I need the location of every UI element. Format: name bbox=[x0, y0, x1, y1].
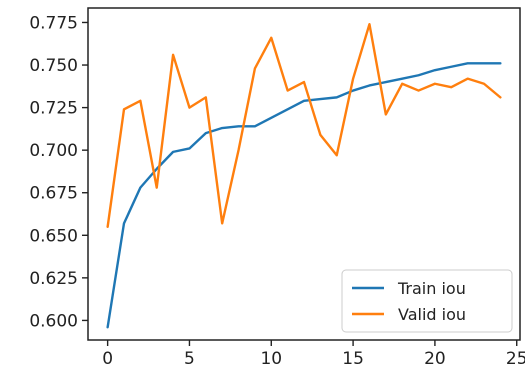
series-line-valid-iou bbox=[106, 22, 502, 228]
x-tick-label: 10 bbox=[260, 349, 282, 369]
y-tick-label: 0.675 bbox=[29, 184, 78, 204]
y-tick-label: 0.725 bbox=[29, 99, 78, 119]
x-tick-label: 25 bbox=[506, 349, 525, 369]
x-tick-label: 15 bbox=[342, 349, 364, 369]
y-tick-label: 0.625 bbox=[29, 269, 78, 289]
y-tick-label: 0.700 bbox=[29, 141, 78, 161]
legend-box bbox=[341, 269, 513, 333]
y-tick-label: 0.775 bbox=[29, 13, 78, 33]
plot-area bbox=[106, 22, 502, 329]
legend-label: Valid iou bbox=[398, 305, 466, 324]
legend: Train iou Valid iou bbox=[341, 269, 513, 333]
y-tick-label: 0.650 bbox=[29, 226, 78, 246]
legend-label: Train iou bbox=[397, 279, 466, 298]
axes: 0.600 0.625 0.650 0.675 0.700 0.725 0.750 0.775… bbox=[29, 7, 525, 369]
x-tick-label: 20 bbox=[424, 349, 446, 369]
x-tick-label: 5 bbox=[184, 349, 195, 369]
y-tick-label: 0.600 bbox=[29, 311, 78, 331]
x-tick-label: 0 bbox=[102, 349, 113, 369]
axes-frame bbox=[87, 7, 521, 341]
series-line-train-iou bbox=[106, 62, 502, 329]
y-tick-label: 0.750 bbox=[29, 56, 78, 76]
